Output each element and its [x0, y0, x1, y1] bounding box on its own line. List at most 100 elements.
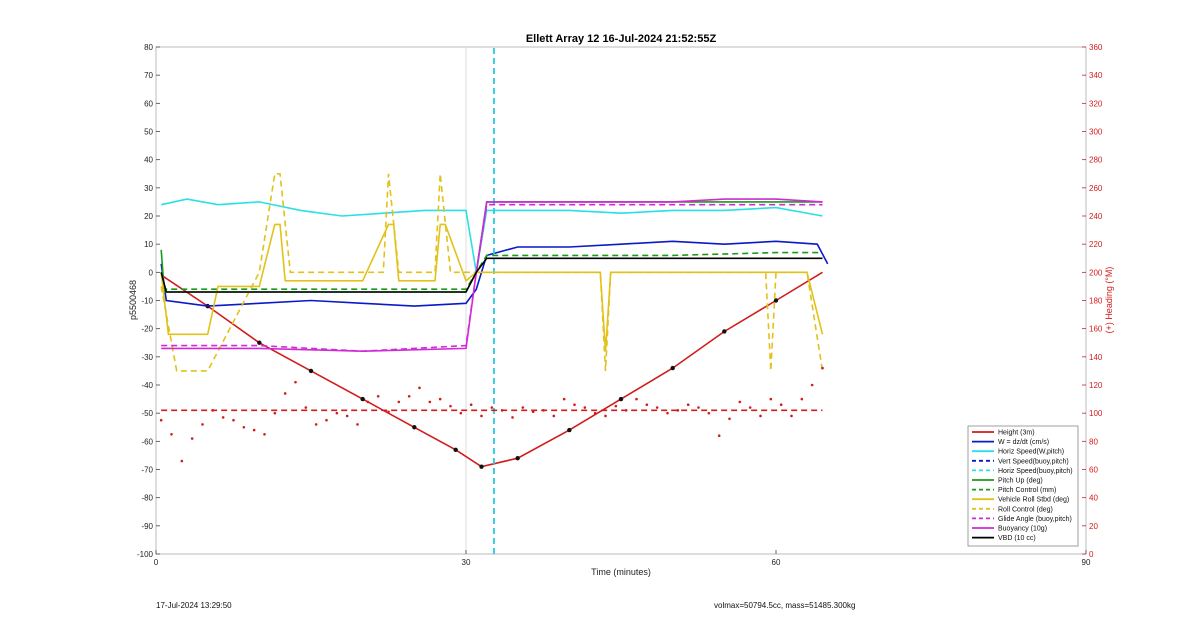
- legend-label-5: Pitch Up (deg): [998, 478, 1043, 485]
- x-axis-label: Time (minutes): [591, 567, 651, 577]
- heading-point-53: [707, 411, 711, 415]
- y-tick-right-label-0: 360: [1089, 43, 1103, 52]
- heading-point-16: [325, 418, 328, 422]
- y-tick-left-label-1: 70: [144, 71, 153, 80]
- heading-point-58: [759, 414, 762, 418]
- heading-point-42: [593, 411, 597, 415]
- heading-point-6: [221, 416, 225, 419]
- y-tick-right-label-14: 80: [1089, 437, 1098, 446]
- series-line-10: [161, 198, 823, 353]
- heading-point-0: [159, 418, 163, 422]
- y-tick-left-label-2: 60: [144, 99, 153, 108]
- heading-point-9: [252, 428, 256, 432]
- heading-point-23: [397, 400, 401, 404]
- heading-point-13: [294, 380, 297, 384]
- heading-point-7: [232, 418, 235, 422]
- chart-title: Ellett Array 12 16-Jul-2024 21:52:55Z: [526, 33, 717, 45]
- heading-point-62: [800, 397, 804, 401]
- y-tick-right-label-9: 180: [1089, 297, 1103, 306]
- y-ticks-left: 80 70 60 50 40 30 20 10 0 -10 -20 -30 -40 -50 -60 -70 -8…: [137, 43, 160, 559]
- heading-point-55: [728, 417, 731, 421]
- heading-point-17: [335, 411, 339, 415]
- x-ticks: 0 30 60 90: [154, 550, 1091, 567]
- heading-point-35: [521, 406, 525, 409]
- heading-point-18: [345, 414, 349, 418]
- legend-label-3: Vert Speed(buoy,pitch): [998, 458, 1069, 465]
- y-tick-left-label-8: 0: [149, 268, 154, 277]
- heading-point-38: [552, 414, 556, 418]
- heading-point-12: [283, 392, 287, 395]
- y-tick-right-label-4: 280: [1089, 156, 1103, 165]
- heading-point-60: [779, 403, 783, 407]
- heading-layer: [159, 366, 824, 463]
- plot-area: [155, 46, 1087, 555]
- x-tick-label-1: 30: [462, 558, 471, 567]
- legend-label-1: W = dz/dt (cm/s): [998, 439, 1049, 446]
- y-tick-left-label-10: -20: [141, 325, 153, 334]
- heading-point-4: [201, 423, 204, 426]
- height-point-12: [722, 329, 727, 334]
- heading-point-45: [624, 409, 628, 412]
- y-axis-label-left: p5500468: [128, 280, 138, 320]
- height-point-11: [670, 365, 675, 371]
- heading-point-31: [480, 414, 483, 418]
- heading-point-11: [273, 411, 277, 415]
- x-tick-label-3: 90: [1082, 558, 1091, 567]
- heading-point-19: [356, 423, 359, 426]
- legend-label-4: Horiz Speed(buoy,pitch): [998, 468, 1073, 475]
- footer-timestamp: 17-Jul-2024 13:29:50: [156, 601, 232, 610]
- y-axis-label-right: (+) Heading (°M): [1104, 267, 1114, 334]
- legend-box: [967, 425, 1079, 547]
- heading-point-30: [469, 403, 473, 407]
- heading-point-34: [511, 416, 514, 419]
- legend-label-7: Vehicle Roll Stbd (deg): [998, 497, 1069, 504]
- y-ticks-right: 3603403203002802602402202001801601401201…: [1082, 43, 1103, 559]
- footer-info: volmax=50794.5cc, mass=51485.300kg: [714, 601, 856, 610]
- legend-label-10: Buoyancy (10g): [998, 526, 1047, 533]
- heading-point-64: [821, 366, 824, 370]
- heading-point-39: [562, 397, 566, 401]
- heading-point-26: [428, 400, 432, 404]
- y-tick-left-label-16: -80: [141, 494, 153, 503]
- legend-label-6: Pitch Control (mm): [998, 487, 1056, 494]
- y-tick-left-label-17: -90: [141, 522, 153, 531]
- y-tick-right-label-3: 300: [1089, 128, 1103, 137]
- heading-point-41: [583, 406, 587, 409]
- y-tick-left-label-3: 50: [144, 128, 153, 137]
- y-tick-left-label-14: -60: [141, 437, 153, 446]
- y-tick-left-label-0: 80: [144, 43, 153, 52]
- heading-point-29: [459, 411, 463, 415]
- series-layer: [160, 47, 829, 554]
- heading-point-27: [438, 397, 442, 401]
- heading-point-40: [573, 403, 576, 407]
- heading-point-49: [666, 411, 669, 415]
- y-tick-right-label-6: 240: [1089, 212, 1103, 221]
- legend-label-11: VBD (10 cc): [998, 535, 1036, 542]
- height-point-5: [412, 425, 417, 430]
- heading-point-52: [697, 406, 700, 409]
- legend-label-8: Roll Control (deg): [998, 506, 1053, 513]
- y-tick-left-label-12: -40: [141, 381, 153, 390]
- height-point-6: [453, 447, 458, 452]
- y-tick-left-label-6: 20: [144, 212, 153, 221]
- y-tick-left-label-13: -50: [141, 409, 153, 418]
- height-point-13: [773, 298, 779, 303]
- heading-point-56: [738, 400, 742, 404]
- heading-point-25: [418, 386, 421, 390]
- heading-point-46: [635, 397, 638, 401]
- heading-point-21: [376, 394, 380, 398]
- heading-point-57: [748, 406, 752, 409]
- legend: Height (3m) W = dz/dt (cm/s) Horiz Speed(W…: [967, 425, 1079, 547]
- y-tick-right-label-15: 60: [1089, 466, 1098, 475]
- heading-point-33: [500, 409, 504, 412]
- heading-point-8: [242, 425, 246, 429]
- y-tick-right-label-17: 20: [1089, 522, 1098, 531]
- y-tick-right-label-12: 120: [1089, 381, 1103, 390]
- heading-point-51: [686, 403, 690, 407]
- y-tick-left-label-5: 30: [144, 184, 153, 193]
- heading-point-5: [211, 409, 215, 412]
- heading-point-20: [366, 400, 370, 404]
- heading-point-15: [314, 423, 318, 426]
- heading-point-50: [676, 409, 680, 412]
- series-line-2: [161, 198, 823, 273]
